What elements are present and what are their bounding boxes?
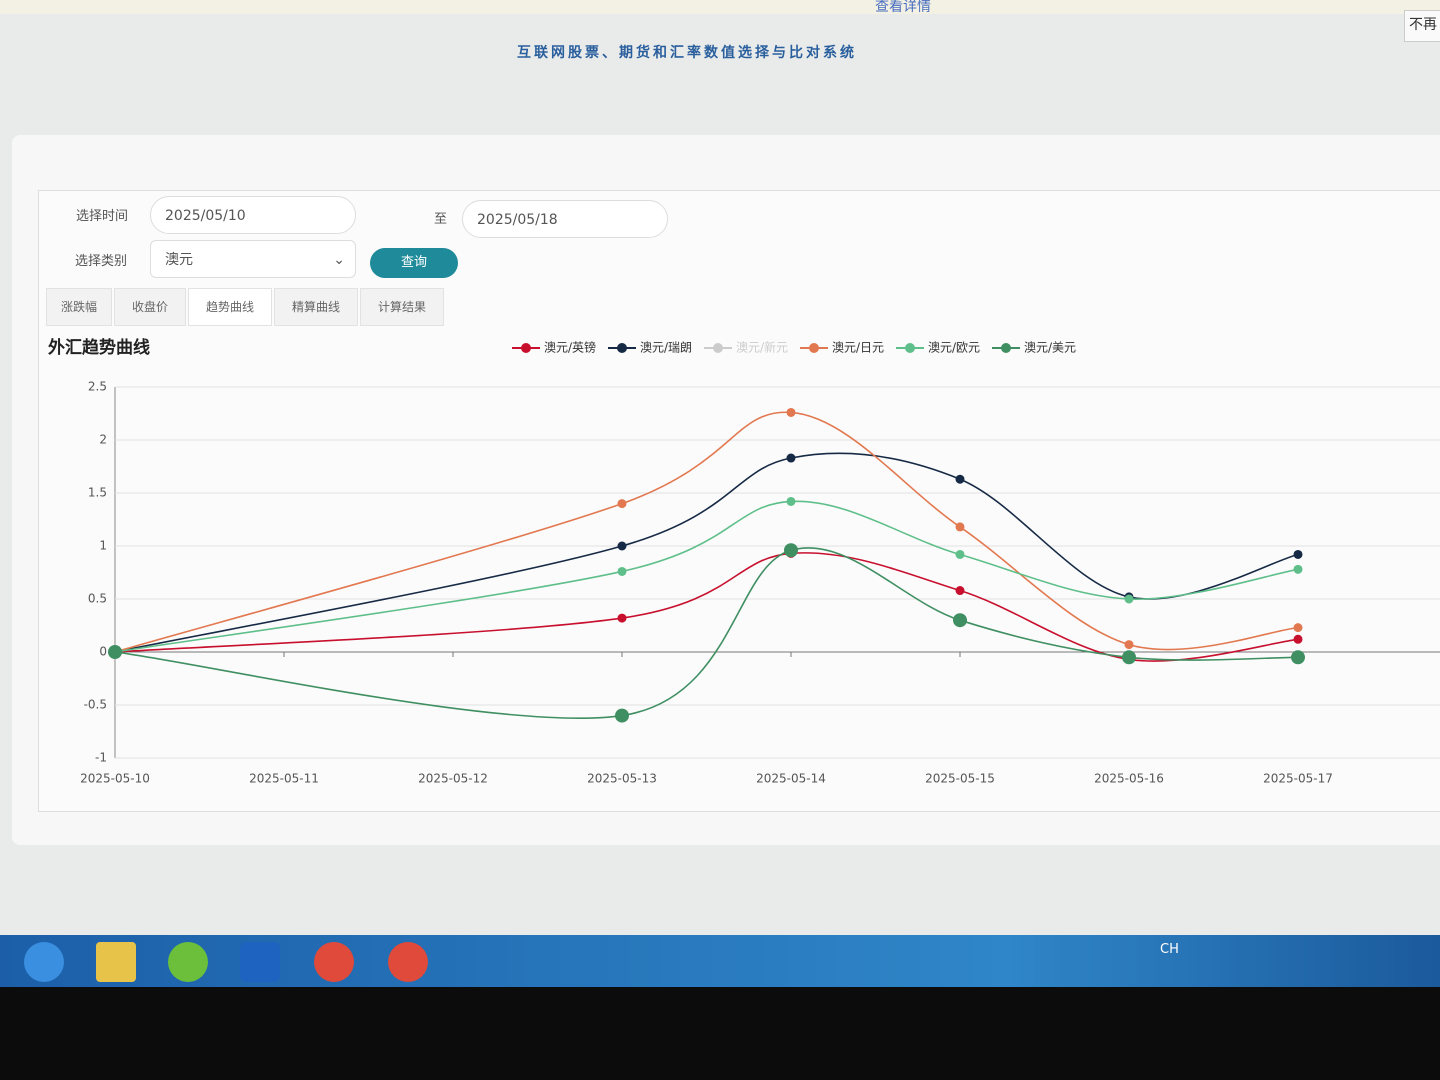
data-point (955, 586, 965, 596)
browser-icon[interactable] (168, 942, 208, 982)
legend-label[interactable]: 澳元/日元 (832, 341, 884, 355)
data-point (1124, 640, 1134, 650)
end-date[interactable]: 2025/05/18 (462, 200, 668, 238)
x-tick-label: 2025-05-13 (587, 772, 657, 786)
legend-label[interactable]: 澳元/欧元 (928, 341, 980, 355)
tab[interactable]: 涨跌幅 (46, 288, 112, 326)
data-point (784, 543, 798, 558)
y-tick-label: 2 (99, 433, 107, 447)
legend-marker[interactable] (905, 343, 915, 353)
y-tick-label: -1 (95, 751, 107, 765)
to-label: 至 (434, 212, 448, 227)
legend-label[interactable]: 澳元/英镑 (544, 340, 596, 355)
data-point (955, 522, 965, 532)
data-point (108, 645, 122, 659)
chrome-icon[interactable] (314, 942, 354, 982)
y-tick-label: 1 (99, 539, 107, 553)
notice-link[interactable]: 查看详情 (875, 0, 931, 15)
category-value: 澳元 (165, 252, 193, 268)
data-point (1124, 594, 1134, 604)
legend-marker[interactable] (1001, 343, 1011, 353)
series-line (114, 411, 1299, 653)
y-tick-label: 1.5 (88, 486, 107, 500)
taskbar (0, 935, 1440, 987)
data-point (955, 549, 965, 559)
x-tick-label: 2025-05-11 (249, 772, 319, 786)
data-point (1293, 564, 1303, 574)
series-line (114, 547, 1299, 719)
chrome-icon[interactable] (388, 942, 428, 982)
bezel (0, 987, 1440, 1080)
data-point (953, 613, 967, 628)
folder-icon[interactable] (96, 942, 136, 982)
x-tick-label: 2025-05-15 (925, 772, 995, 786)
data-point (617, 541, 627, 551)
legend-marker[interactable] (809, 343, 819, 353)
legend-marker[interactable] (617, 343, 627, 353)
legend-marker[interactable] (521, 343, 531, 353)
legend-label[interactable]: 澳元/新元 (736, 340, 788, 355)
start-icon[interactable] (24, 942, 64, 982)
x-tick-label: 2025-05-17 (1263, 772, 1333, 786)
data-point (1293, 623, 1303, 633)
data-point (617, 566, 627, 576)
page-title: 互联网股票、期货和汇率数值选择与比对系统 (517, 45, 857, 61)
series-line (114, 452, 1299, 653)
tab[interactable]: 计算结果 (360, 288, 444, 326)
data-point (1122, 650, 1136, 665)
query-button[interactable]: 查询 (370, 248, 458, 278)
flash-icon[interactable] (240, 942, 280, 982)
legend-marker[interactable] (713, 343, 723, 353)
x-tick-label: 2025-05-16 (1094, 772, 1164, 786)
data-point (1291, 650, 1305, 665)
chart: 外汇趋势曲线 -1 -0.5 0 0.5 1 1.5 2 2.5 2025-05-10 2025-… (48, 337, 1440, 786)
start-date[interactable]: 2025/05/10 (150, 196, 356, 234)
legend-label[interactable]: 澳元/瑞朗 (640, 341, 692, 355)
series-line (114, 500, 1299, 653)
notice-bar (0, 0, 1440, 14)
series-line (114, 552, 1299, 662)
chevron: ⌄ (333, 252, 345, 268)
x-tick-label: 2025-05-10 (80, 772, 150, 786)
y-tick-label: 0.5 (88, 592, 107, 606)
data-point (786, 407, 796, 417)
category-label: 选择类别 (75, 254, 128, 269)
data-point (617, 613, 627, 623)
data-point (1293, 549, 1303, 559)
chart-title: 外汇趋势曲线 (48, 337, 150, 358)
category-select[interactable]: 澳元 ⌄ (150, 240, 356, 278)
language-indicator[interactable]: CH (1160, 942, 1179, 957)
x-tick-label: 2025-05-12 (418, 772, 488, 786)
y-tick-label: -0.5 (84, 698, 107, 712)
data-point (955, 474, 965, 484)
y-tick-label: 2.5 (88, 380, 107, 394)
data-point (615, 708, 629, 723)
data-point (1293, 634, 1303, 644)
tab[interactable]: 收盘价 (114, 288, 186, 326)
y-tick-label: 0 (99, 645, 107, 659)
data-point (617, 499, 627, 509)
time-label: 选择时间 (76, 209, 129, 224)
data-point (786, 453, 796, 463)
tab[interactable]: 精算曲线 (274, 288, 358, 326)
legend-label[interactable]: 澳元/美元 (1024, 341, 1076, 355)
x-tick-label: 2025-05-14 (756, 772, 826, 786)
notice-dismiss[interactable]: 不再 (1404, 10, 1440, 42)
tab[interactable]: 趋势曲线 (188, 288, 272, 326)
data-point (786, 496, 796, 506)
